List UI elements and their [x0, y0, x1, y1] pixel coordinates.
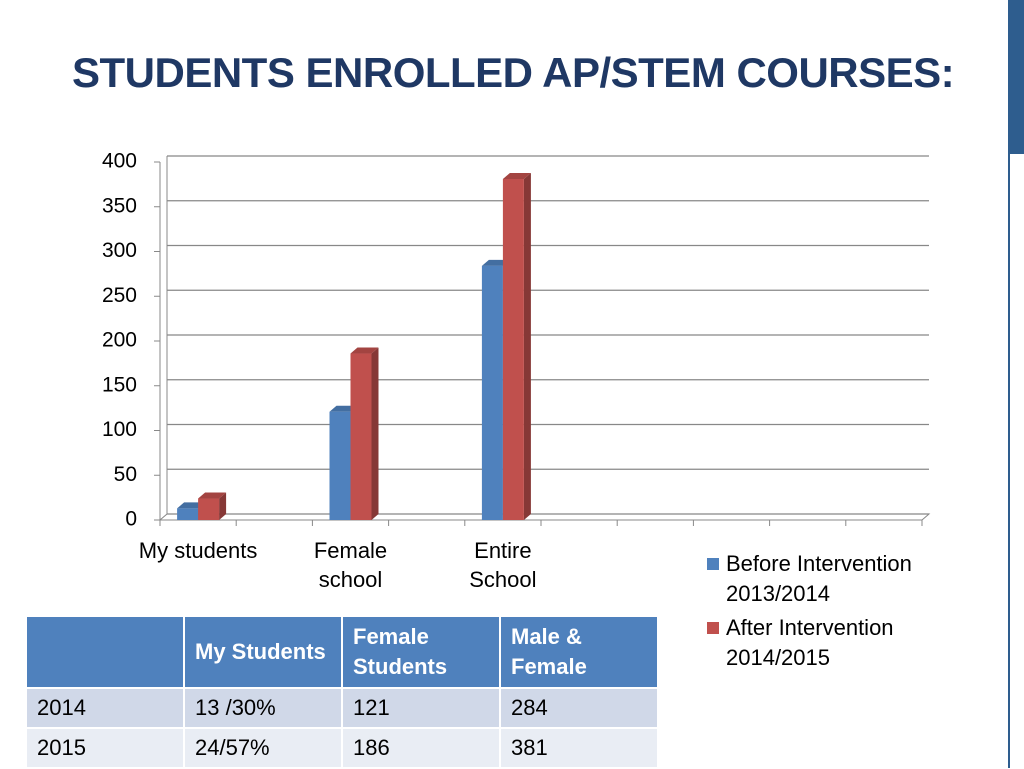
- table-cell: 121: [341, 687, 501, 729]
- back-wall: [159, 156, 168, 521]
- table-cell: 24/57%: [183, 727, 343, 769]
- legend-label: Before Intervention 2013/2014: [726, 551, 912, 606]
- x-tick-label: Female school: [313, 538, 388, 592]
- table-cell: 2014: [25, 687, 185, 729]
- table-cell: 186: [341, 727, 501, 769]
- header-cell: [25, 615, 185, 689]
- floor: [160, 513, 931, 521]
- bar-side: [523, 173, 531, 520]
- slide-title: STUDENTS ENROLLED AP/STEM COURSES:: [72, 49, 955, 96]
- y-tick-label: 100: [102, 418, 137, 441]
- side-bar: [1008, 0, 1024, 154]
- x-tick-label: My students: [138, 538, 258, 563]
- bar: [350, 353, 372, 520]
- bar: [502, 179, 524, 520]
- legend-item: Before Intervention 2013/2014: [707, 549, 947, 609]
- bar: [198, 498, 220, 520]
- table-row: 2014 13 /30% 121 284: [25, 687, 659, 729]
- legend-label: After Intervention 2014/2015: [726, 615, 894, 670]
- side-line: [1008, 154, 1010, 768]
- table-row: 2015 24/57% 186 381: [25, 727, 659, 769]
- bar: [177, 508, 199, 520]
- legend-item: After Intervention 2014/2015: [707, 613, 947, 673]
- header-row: My Students Female Students Male & Female: [25, 615, 659, 689]
- header-cell: My Students: [183, 615, 343, 689]
- y-tick-label: 300: [102, 239, 137, 262]
- y-tick-label: 250: [102, 284, 137, 307]
- table-cell: 381: [499, 727, 659, 769]
- table-cell: 2015: [25, 727, 185, 769]
- x-tick-label: Entire School: [469, 538, 537, 592]
- y-tick-label: 0: [125, 508, 137, 531]
- legend-swatch: [707, 622, 719, 634]
- bar: [481, 265, 503, 520]
- data-table: My Students Female Students Male & Female 2…: [25, 615, 659, 769]
- legend-swatch: [707, 558, 719, 570]
- bar-side: [219, 492, 227, 520]
- y-tick-label: 400: [102, 150, 137, 173]
- y-tick-label: 350: [102, 194, 137, 217]
- bar-top: [350, 347, 379, 354]
- bar-side: [371, 347, 379, 520]
- bar-top: [198, 492, 227, 499]
- table-cell: 13 /30%: [183, 687, 343, 729]
- y-tick-label: 50: [114, 463, 137, 486]
- y-tick-label: 200: [102, 329, 137, 352]
- bar: [329, 411, 351, 520]
- table-cell: 284: [499, 687, 659, 729]
- bar-top: [502, 173, 531, 180]
- header-cell: Female Students: [341, 615, 501, 689]
- y-tick-label: 150: [102, 373, 137, 396]
- header-cell: Male & Female: [499, 615, 659, 689]
